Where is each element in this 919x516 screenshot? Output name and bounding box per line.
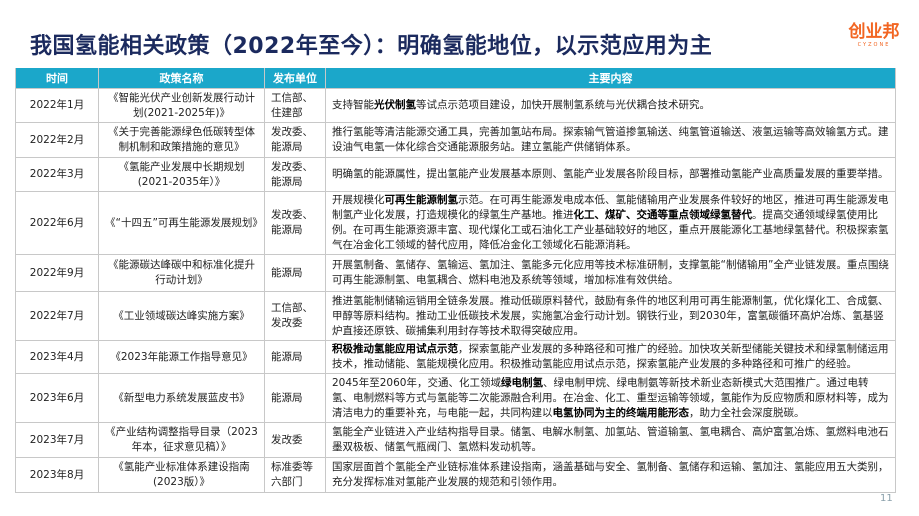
page-title: 我国氢能相关政策（2022年至今）：明确氢能地位，以示范应用为主 <box>30 34 713 59</box>
content-text: 推进氢能制储输运销用全链条发展。推动低碳原料替代，鼓励有条件的地区利用可再生能源… <box>332 294 889 337</box>
logo-text: 创业邦 <box>848 22 900 42</box>
table-row: 2022年9月 《能源碳达峰碳中和标准化提升行动计划》 能源局 开展氢制备、氢储存、氢… <box>15 254 896 292</box>
content-text: ，探索氢能产业发展的多种路径和可推广的经验。加快攻关新型储能关键技术和绿氢制储运… <box>332 343 889 370</box>
content-text: 、绿电制甲烷、绿电制氨等新技术新业态新模式大范围推广。通过电转氢、电制燃料等方式… <box>332 376 889 419</box>
content-cell: 积极推动氢能应用试点示范，探索氢能产业发展的多种路径和可推广的经验。加快攻关新型… <box>325 340 896 374</box>
content-text: 推行氢能等清洁能源交通工具，完善加氢站布局。探索输气管道掺氢输送、纯氢管道输送、… <box>332 126 889 153</box>
table-row: 2022年6月 《“十四五”可再生能源发展规划》 发改委、能源局 开展规模化可再生能源… <box>15 191 896 255</box>
policy-name-cell: 《智能光伏产业创新发展行动计划(2021-2025年)》 <box>98 88 265 123</box>
highlight-text: 化工、煤矿、交通等重点领域绿氢替代 <box>573 209 753 221</box>
highlight-text: 积极推动氢能应用试点示范 <box>332 343 458 355</box>
table-row: 2022年7月 《工业领域碳达峰实施方案》 工信部、发改委 推进氢能制储输运销用全链条… <box>15 291 896 341</box>
policy-name-cell: 《氢能产业标准体系建设指南(2023版）》 <box>98 457 265 493</box>
content-cell: 国家层面首个氢能全产业链标准体系建设指南，涵盖基础与安全、氢制备、氢储存和运输、… <box>325 457 896 493</box>
highlight-text: 电氢协同为主的终端用能形态 <box>552 406 690 419</box>
org-cell: 发改委、能源局 <box>264 191 326 255</box>
table-row: 2022年3月 《氢能产业发展中长期规划(2021-2035年）》 发改委、能源局明… <box>15 157 896 192</box>
policy-name-cell: 《产业结构调整指导目录（2023 年本，征求意见稿）》 <box>98 422 265 458</box>
highlight-text: 可再生能源制氢 <box>384 194 459 206</box>
logo-subtext: CYZONE <box>857 42 891 48</box>
header-date: 时间 <box>15 68 99 89</box>
org-cell: 发改委 <box>264 422 326 458</box>
org-cell: 能源局 <box>264 340 326 374</box>
policy-name-cell: 《2023年能源工作指导意见》 <box>98 340 265 374</box>
policy-name-cell: 《工业领域碳达峰实施方案》 <box>98 291 265 341</box>
content-text: 国家层面首个氢能全产业链标准体系建设指南，涵盖基础与安全、氢制备、氢储存和运输、… <box>332 461 889 488</box>
highlight-text: 绿电制氢 <box>500 376 543 389</box>
header-content: 主要内容 <box>325 68 896 89</box>
org-cell: 标准委等六部门 <box>264 457 326 493</box>
content-cell: 支持智能光伏制氢等试点示范项目建设，加快开展制氢系统与光伏耦合技术研究。 <box>325 88 896 123</box>
content-text: 2045年至2060年，交通、化工领域 <box>332 376 501 389</box>
date-cell: 2023年6月 <box>15 373 99 423</box>
content-cell: 推进氢能制储输运销用全链条发展。推动低碳原料替代，鼓励有条件的地区利用可再生能源… <box>325 291 896 341</box>
date-cell: 2022年1月 <box>15 88 99 123</box>
date-cell: 2022年2月 <box>15 122 99 158</box>
header-policy: 政策名称 <box>98 68 265 89</box>
table-row: 2023年6月 《新型电力系统发展蓝皮书》 能源局 2045年至2060年，交通、化工… <box>15 373 896 423</box>
page-number: 11 <box>880 493 893 504</box>
org-cell: 工信部、发改委 <box>264 291 326 341</box>
policy-name-cell: 《新型电力系统发展蓝皮书》 <box>98 373 265 423</box>
content-text: ，助力全社会深度脱碳。 <box>689 406 805 419</box>
date-cell: 2023年4月 <box>15 340 99 374</box>
date-cell: 2023年7月 <box>15 422 99 458</box>
content-text: 氢能全产业链进入产业结构指导目录。储氢、电解水制氢、加氢站、管道输氢、氢电耦合、… <box>332 426 889 453</box>
date-cell: 2022年6月 <box>15 191 99 255</box>
content-text: 开展规模化 <box>332 194 385 206</box>
table-row: 2022年2月 《关于完善能源绿色低碳转型体制机制和政策措施的意见》 发改委、能源局… <box>15 122 896 158</box>
content-text: 开展氢制备、氢储存、氢输运、氢加注、氢能多元化应用等技术标准研制，支撑氢能“制储… <box>332 259 889 286</box>
content-text: 支持智能 <box>332 99 374 111</box>
date-cell: 2022年3月 <box>15 157 99 192</box>
org-cell: 能源局 <box>264 254 326 292</box>
content-cell: 开展规模化可再生能源制氢示范。在可再生能源发电成本低、氢能储输用产业发展条件较好… <box>325 191 896 255</box>
policy-table: 时间 政策名称 发布单位 主要内容 2022年1月 《智能光伏产业创新发展行动计划… <box>15 68 896 493</box>
content-text: 。提高交通领域绿氢使用比例。在可再生能源资源丰富、现代煤化工或石油化工产业基础较… <box>332 209 889 251</box>
content-text: 等试点示范项目建设，加快开展制氢系统与光伏耦合技术研究。 <box>416 99 710 111</box>
org-cell: 能源局 <box>264 373 326 423</box>
table-header-row: 时间 政策名称 发布单位 主要内容 <box>15 68 896 89</box>
org-cell: 发改委、能源局 <box>264 157 326 192</box>
policy-name-cell: 《关于完善能源绿色低碳转型体制机制和政策措施的意见》 <box>98 122 265 158</box>
org-cell: 发改委、能源局 <box>264 122 326 158</box>
table-row: 2023年4月 《2023年能源工作指导意见》 能源局 积极推动氢能应用试点示范，探索… <box>15 340 896 374</box>
content-text: 明确氢的能源属性，提出氢能产业发展基本原则、氢能产业发展各阶段目标，部署推动氢能… <box>332 168 889 180</box>
highlight-text: 光伏制氢 <box>374 99 416 111</box>
policy-name-cell: 《氢能产业发展中长期规划(2021-2035年）》 <box>98 157 265 192</box>
content-cell: 2045年至2060年，交通、化工领域绿电制氢、绿电制甲烷、绿电制氨等新技术新业… <box>325 373 896 423</box>
content-text: 示范。在可再生能源发电成本低、氢能储输用产业发展条件较好的地区，推进可再生能源发… <box>332 194 889 221</box>
content-cell: 明确氢的能源属性，提出氢能产业发展基本原则、氢能产业发展各阶段目标，部署推动氢能… <box>325 157 896 192</box>
date-cell: 2022年9月 <box>15 254 99 292</box>
date-cell: 2023年8月 <box>15 457 99 493</box>
policy-name-cell: 《“十四五”可再生能源发展规划》 <box>98 191 265 255</box>
table-row: 2023年8月 《氢能产业标准体系建设指南(2023版）》 标准委等六部门 国家层面首… <box>15 457 896 493</box>
date-cell: 2022年7月 <box>15 291 99 341</box>
org-cell: 工信部、住建部 <box>264 88 326 123</box>
content-cell: 氢能全产业链进入产业结构指导目录。储氢、电解水制氢、加氢站、管道输氢、氢电耦合、… <box>325 422 896 458</box>
header-org: 发布单位 <box>264 68 326 89</box>
table-row: 2023年7月 《产业结构调整指导目录（2023 年本，征求意见稿）》 发改委 氢能全… <box>15 422 896 458</box>
content-cell: 推行氢能等清洁能源交通工具，完善加氢站布局。探索输气管道掺氢输送、纯氢管道输送、… <box>325 122 896 158</box>
cyzone-logo: 创业邦 CYZONE <box>843 22 905 48</box>
table-row: 2022年1月 《智能光伏产业创新发展行动计划(2021-2025年)》 工信部、住… <box>15 88 896 123</box>
content-cell: 开展氢制备、氢储存、氢输运、氢加注、氢能多元化应用等技术标准研制，支撑氢能“制储… <box>325 254 896 292</box>
policy-name-cell: 《能源碳达峰碳中和标准化提升行动计划》 <box>98 254 265 292</box>
